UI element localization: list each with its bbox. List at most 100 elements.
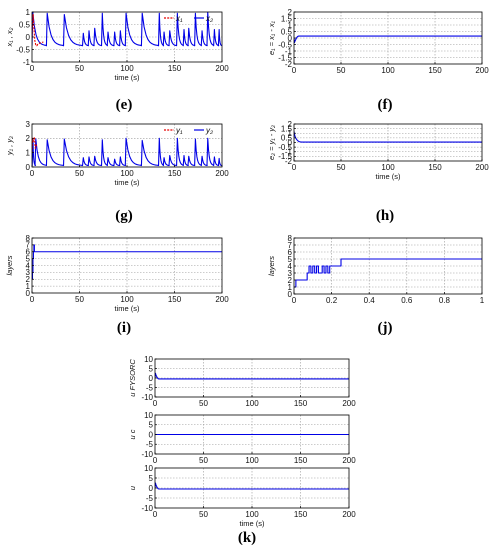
x-tick-label: 200 — [342, 399, 356, 408]
x-tick-label: 150 — [168, 169, 182, 178]
x-tick-label: 100 — [245, 510, 259, 519]
series-line-k1 — [155, 372, 349, 380]
x-tick-label: 50 — [199, 510, 208, 519]
x-tick-label: 200 — [342, 510, 356, 519]
y-tick-label: -1.5 — [278, 152, 292, 161]
y-tick-label: -1.5 — [278, 53, 292, 62]
y-tick-label: 1 — [288, 283, 293, 292]
y-tick-label: 5 — [149, 421, 154, 430]
series-line-j — [294, 258, 482, 288]
y-tick-label: 7 — [26, 241, 31, 250]
y-tick-label: 0 — [149, 484, 154, 493]
y-tick-label: -2 — [285, 157, 293, 166]
x-tick-label: 0.4 — [364, 296, 376, 305]
y-tick-label: -1 — [285, 148, 293, 157]
panel-label-g: (g) — [115, 208, 133, 224]
x-tick-label: 50 — [199, 456, 208, 465]
x-tick-label: 1 — [480, 296, 485, 305]
y-tick-label: 2 — [288, 8, 293, 17]
x-tick-label: 200 — [215, 169, 229, 178]
y-tick-label: 7 — [288, 241, 293, 250]
x-tick-label: 150 — [168, 64, 182, 73]
x-tick-label: 0.2 — [326, 296, 338, 305]
x-axis-label: time (s) — [376, 172, 402, 181]
x-tick-label: 0 — [153, 510, 158, 519]
x-tick-label: 100 — [381, 163, 395, 172]
y-tick-label: 6 — [26, 248, 31, 257]
y-tick-label: 1 — [288, 129, 293, 138]
y-tick-label: 0 — [149, 430, 154, 439]
x-tick-label: 100 — [381, 66, 395, 75]
y-tick-label: -1 — [285, 47, 293, 56]
x-axis-label: time (s) — [240, 519, 266, 528]
y-tick-label: 3 — [288, 269, 293, 278]
y-tick-label: 1 — [288, 21, 293, 30]
y-tick-label: 1 — [26, 282, 31, 291]
y-tick-label: 10 — [144, 355, 153, 364]
y-tick-label: -2 — [285, 60, 293, 69]
y-tick-label: -5 — [146, 494, 154, 503]
panel-label-j: (j) — [378, 320, 393, 336]
y-tick-label: -1 — [23, 58, 31, 67]
y-tick-label: 0 — [26, 163, 31, 172]
y-tick-label: 3 — [26, 268, 31, 277]
x-tick-label: 0 — [30, 64, 35, 73]
series-line-f — [294, 35, 482, 44]
y-tick-label: 0 — [26, 33, 31, 42]
x-tick-label: 100 — [120, 64, 134, 73]
panel-label-f: (f) — [378, 97, 393, 113]
x-tick-label: 200 — [342, 456, 356, 465]
series-line-h — [294, 131, 482, 143]
y-tick-label: -5 — [146, 383, 154, 392]
x-tick-label: 0 — [30, 295, 35, 304]
y-tick-label: 5 — [149, 474, 154, 483]
chart-e: 0 50 100 150 200 -1 -0.5 0 0.5 1 time (s) x₁ , x₂ x₁… — [5, 8, 229, 82]
y-tick-label: 4 — [26, 261, 31, 270]
y-tick-label: 1.5 — [281, 124, 293, 133]
panel-label-h: (h) — [376, 208, 394, 224]
y-axis-label: layers — [5, 255, 14, 275]
series-line-g-a — [32, 136, 38, 153]
y-tick-label: 0 — [149, 374, 154, 383]
y-tick-label: -0.5 — [278, 40, 292, 49]
x-tick-label: 150 — [294, 510, 308, 519]
y-tick-label: -0.5 — [278, 143, 292, 152]
x-tick-label: 150 — [294, 456, 308, 465]
y-tick-label: 1 — [26, 148, 31, 157]
x-tick-label: 50 — [75, 169, 84, 178]
y-tick-label: 6 — [288, 248, 293, 257]
series-line-e-b — [32, 12, 222, 47]
legend-label: x₁ — [175, 14, 183, 23]
x-tick-label: 150 — [428, 163, 442, 172]
y-tick-label: 10 — [144, 464, 153, 473]
x-tick-label: 50 — [337, 66, 346, 75]
x-tick-label: 100 — [120, 169, 134, 178]
x-axis-label: time (s) — [115, 178, 141, 187]
panel-label-i: (i) — [117, 320, 131, 336]
legend-label: y₂ — [205, 126, 213, 135]
y-axis-label: e₁ = x₁ - x₁ — [267, 20, 276, 55]
y-tick-label: 2 — [288, 120, 293, 129]
panel-label-k: (k) — [238, 530, 256, 546]
y-tick-label: 10 — [144, 411, 153, 420]
y-tick-label: 8 — [26, 234, 31, 243]
y-tick-label: -10 — [141, 393, 153, 402]
y-tick-label: 2 — [26, 275, 31, 284]
y-tick-label: -10 — [141, 504, 153, 513]
x-tick-label: 0 — [292, 163, 297, 172]
panel-label-e: (e) — [116, 97, 133, 113]
series-line-e-a — [32, 13, 44, 47]
x-tick-label: 100 — [245, 456, 259, 465]
y-tick-label: 1.5 — [281, 14, 293, 23]
y-axis-label: e₂ = y₁ - y₂ — [267, 125, 276, 160]
y-axis-label: u FYSORC — [128, 359, 137, 397]
x-tick-label: 200 — [475, 163, 489, 172]
y-axis-label: y₁ , y₂ — [5, 136, 14, 156]
chart-g: 0 50 100 150 200 0 1 2 3 time (s) y₁ , y₂ y₁ y₂ — [5, 120, 229, 187]
